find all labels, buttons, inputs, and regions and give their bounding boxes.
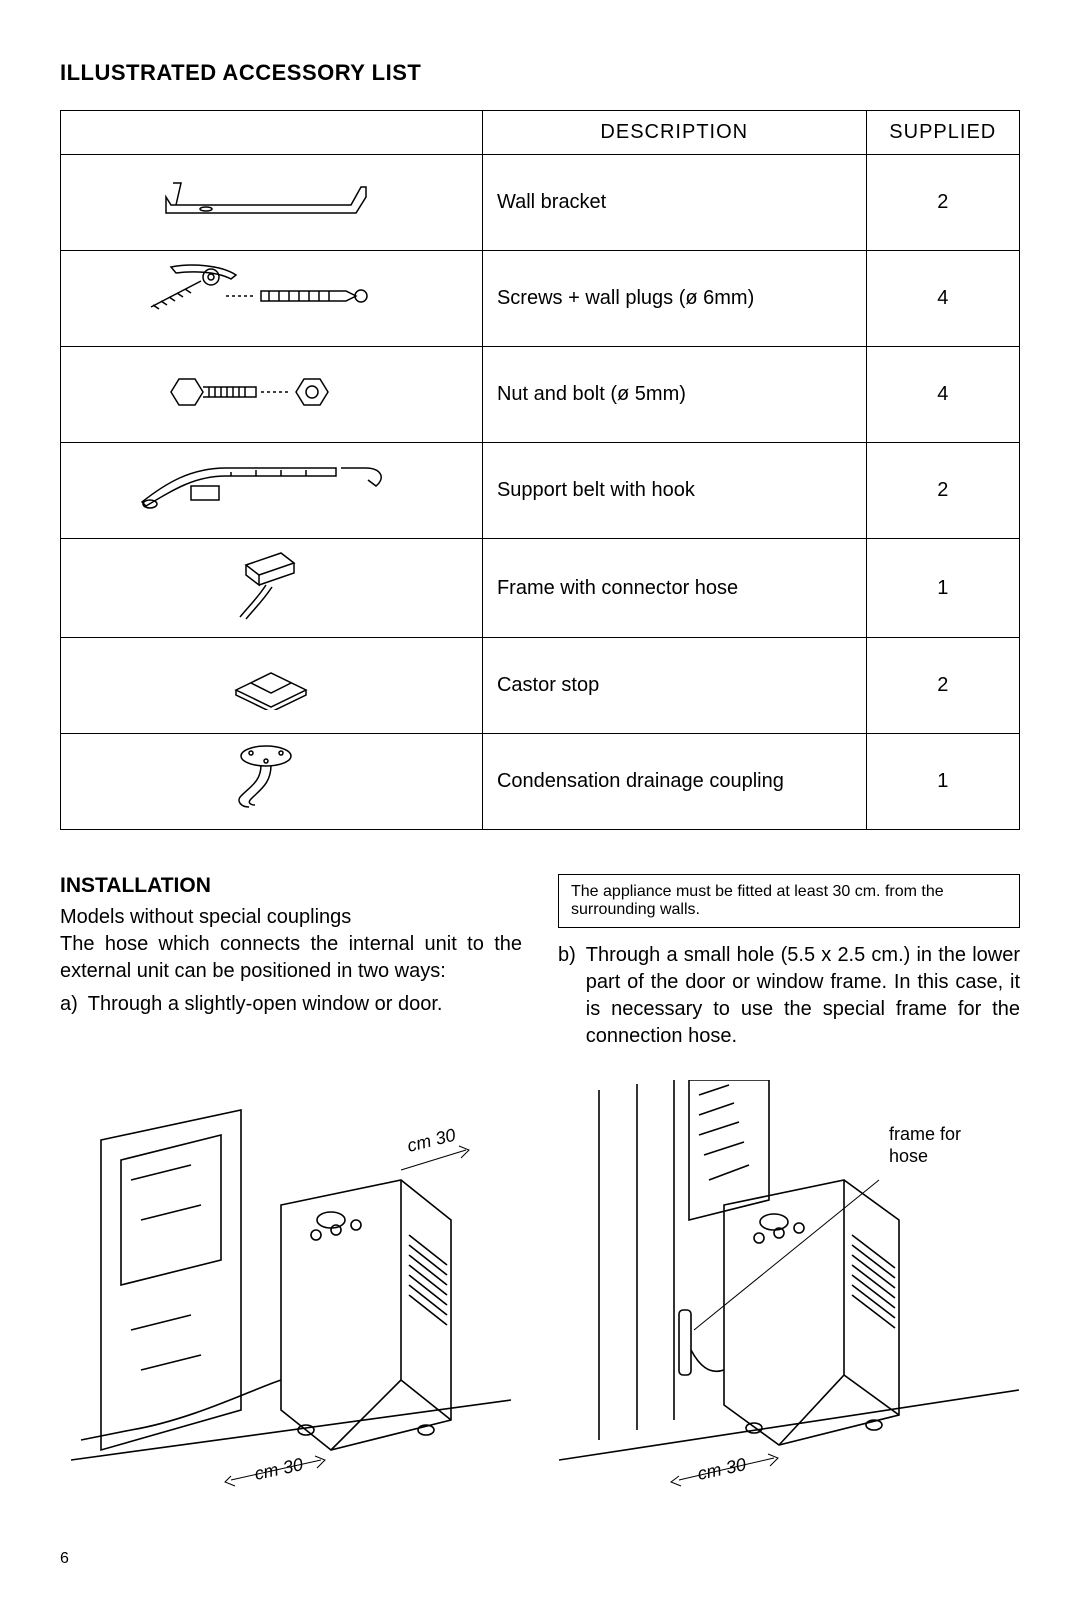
cm30-label-bottom: cm 30 (253, 1454, 305, 1484)
installation-heading: INSTALLATION (60, 874, 522, 898)
qty-cell: 2 (866, 443, 1019, 539)
table-row: Screws + wall plugs (ø 6mm) 4 (61, 251, 1020, 347)
wall-bracket-icon (61, 155, 483, 251)
desc-cell: Frame with connector hose (482, 539, 866, 638)
desc-cell: Nut and bolt (ø 5mm) (482, 347, 866, 443)
qty-cell: 1 (866, 539, 1019, 638)
drainage-coupling-icon (61, 734, 483, 830)
cm30-label-top: cm 30 (405, 1125, 457, 1156)
page-root: ILLUSTRATED ACCESSORY LIST DESCRIPTION S… (0, 0, 1080, 1608)
col-supplied-header: SUPPLIED (866, 111, 1019, 155)
clearance-note: The appliance must be fitted at least 30… (558, 874, 1020, 928)
install-intro: The hose which connects the internal uni… (60, 931, 522, 985)
right-column: The appliance must be fitted at least 30… (558, 874, 1020, 1050)
qty-cell: 2 (866, 155, 1019, 251)
desc-cell: Wall bracket (482, 155, 866, 251)
desc-cell: Support belt with hook (482, 443, 866, 539)
table-row: Nut and bolt (ø 5mm) 4 (61, 347, 1020, 443)
accessory-list-heading: ILLUSTRATED ACCESSORY LIST (60, 60, 1020, 86)
figure-a: cm 30 cm 30 (60, 1080, 522, 1510)
frame-hose-label-1: frame for (889, 1124, 961, 1144)
frame-hose-label-2: hose (889, 1146, 928, 1166)
castor-stop-icon (61, 638, 483, 734)
table-row: Frame with connector hose 1 (61, 539, 1020, 638)
qty-cell: 1 (866, 734, 1019, 830)
item-b-marker: b) (558, 942, 576, 1050)
figure-b: frame for hose (558, 1080, 1020, 1510)
page-number: 6 (60, 1550, 1020, 1568)
frame-hose-icon (61, 539, 483, 638)
install-subtitle: Models without special couplings (60, 904, 522, 931)
item-a-marker: a) (60, 991, 78, 1018)
support-belt-icon (61, 443, 483, 539)
col-desc-header: DESCRIPTION (482, 111, 866, 155)
desc-cell: Condensation drainage coupling (482, 734, 866, 830)
desc-cell: Castor stop (482, 638, 866, 734)
table-row: Condensation drainage coupling 1 (61, 734, 1020, 830)
col-image-header (61, 111, 483, 155)
table-row: Support belt with hook 2 (61, 443, 1020, 539)
table-row: Castor stop 2 (61, 638, 1020, 734)
qty-cell: 4 (866, 251, 1019, 347)
cm30-label-b: cm 30 (696, 1454, 748, 1484)
qty-cell: 2 (866, 638, 1019, 734)
install-figures-row: cm 30 cm 30 fra (60, 1080, 1020, 1510)
table-header-row: DESCRIPTION SUPPLIED (61, 111, 1020, 155)
left-column: INSTALLATION Models without special coup… (60, 874, 522, 1050)
installation-columns: INSTALLATION Models without special coup… (60, 874, 1020, 1050)
screw-plug-icon (61, 251, 483, 347)
nut-bolt-icon (61, 347, 483, 443)
qty-cell: 4 (866, 347, 1019, 443)
desc-cell: Screws + wall plugs (ø 6mm) (482, 251, 866, 347)
item-a-text: Through a slightly-open window or door. (88, 991, 443, 1018)
accessory-table: DESCRIPTION SUPPLIED Wall bracket 2 (60, 110, 1020, 830)
list-item-b: b) Through a small hole (5.5 x 2.5 cm.) … (558, 942, 1020, 1050)
table-row: Wall bracket 2 (61, 155, 1020, 251)
item-b-text: Through a small hole (5.5 x 2.5 cm.) in … (586, 942, 1020, 1050)
list-item-a: a) Through a slightly-open window or doo… (60, 991, 522, 1018)
